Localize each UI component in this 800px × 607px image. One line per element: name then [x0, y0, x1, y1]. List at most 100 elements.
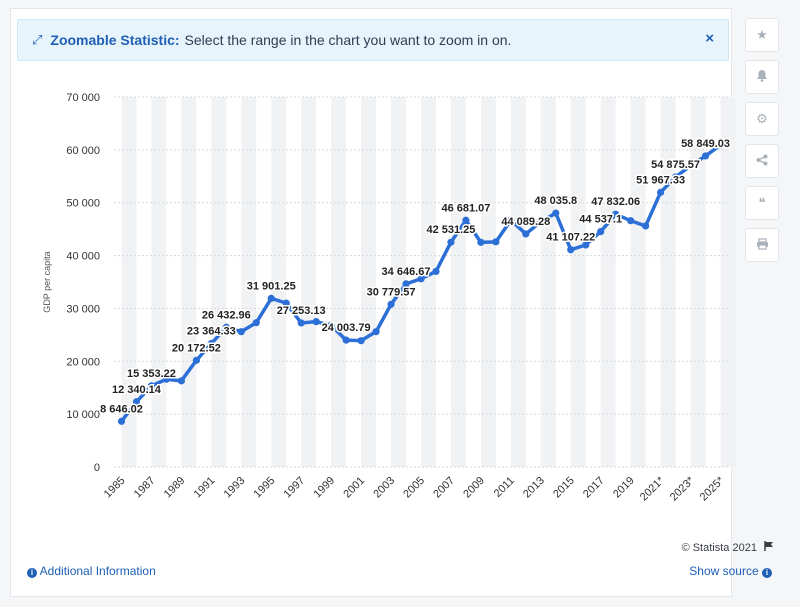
x-tick-label: 1991	[192, 475, 218, 501]
data-label: 27 253.13	[277, 305, 326, 317]
data-point	[522, 230, 530, 238]
data-label: 46 681.07	[441, 202, 490, 214]
notification-button[interactable]	[745, 60, 779, 94]
data-point	[657, 188, 665, 196]
column-band	[151, 97, 167, 467]
x-tick-label: 1999	[311, 475, 337, 501]
banner-title: Zoomable Statistic:	[50, 32, 180, 48]
settings-gear-icon: ⚙	[756, 111, 768, 126]
data-label: 42 531.25	[426, 224, 475, 236]
y-tick-label: 20 000	[66, 356, 100, 368]
data-point	[357, 337, 365, 345]
flag-icon	[764, 541, 774, 554]
column-band	[361, 97, 377, 467]
y-tick-label: 0	[94, 462, 100, 474]
data-point	[492, 238, 500, 246]
column-band	[271, 97, 287, 467]
favorite-button[interactable]: ★	[745, 18, 779, 52]
x-tick-label: 1995	[252, 475, 278, 501]
data-label: 20 172.52	[172, 342, 221, 354]
data-point	[567, 246, 575, 254]
credit-text: © Statista 2021	[681, 542, 757, 554]
data-point	[716, 141, 725, 149]
x-tick-label: 2019	[611, 475, 637, 501]
data-point	[117, 417, 126, 425]
x-tick-label: 2007	[431, 475, 457, 501]
x-tick-label: 2017	[581, 475, 607, 501]
column-band	[121, 97, 137, 467]
column-band	[421, 97, 436, 467]
data-label: 44 537.1	[579, 214, 622, 226]
favorite-star-icon: ★	[756, 27, 768, 42]
x-axis-ticks: 1985 1987 1989 1991 1993 1995 1997 1999 2001 2003…	[102, 474, 727, 503]
copyright-credit: © Statista 2021	[682, 541, 774, 554]
column-band	[241, 97, 257, 467]
column-band	[660, 97, 676, 467]
y-tick-label: 10 000	[66, 409, 100, 421]
share-icon	[756, 154, 768, 169]
data-label: 31 901.25	[247, 280, 296, 292]
data-point	[701, 152, 710, 160]
y-tick-label: 40 000	[66, 251, 100, 263]
data-label: 23 364.33	[187, 326, 236, 338]
column-band	[510, 97, 526, 467]
x-tick-label: 2013	[521, 475, 547, 501]
zoom-banner: ⤢ Zoomable Statistic: Select the range i…	[17, 19, 729, 61]
data-point	[432, 267, 440, 276]
cite-quote-icon: ❝	[758, 195, 766, 210]
gdp-line-chart[interactable]: 0 10 000 20 000 30 000 40 000 50 000 60 000 70 …	[0, 0, 740, 540]
data-label: 15 353.22	[127, 368, 176, 380]
x-tick-label: 2025*	[698, 474, 727, 503]
data-label: 24 003.79	[322, 322, 371, 334]
data-point	[282, 299, 290, 307]
x-tick-label: 2003	[371, 475, 397, 501]
y-tick-label: 30 000	[66, 303, 100, 315]
data-point	[192, 356, 200, 364]
data-label: 47 832.06	[591, 196, 640, 208]
data-label: 48 035.8	[534, 195, 577, 207]
column-bands	[121, 97, 736, 467]
x-tick-label: 2023*	[668, 474, 697, 503]
x-tick-label: 2001	[341, 475, 367, 501]
x-tick-label: 2011	[492, 475, 517, 500]
share-button[interactable]	[745, 144, 779, 178]
banner-text: Select the range in the chart you want t…	[184, 32, 512, 48]
column-band	[480, 97, 496, 467]
column-band	[690, 97, 706, 467]
data-point	[447, 238, 455, 246]
data-point	[462, 216, 470, 224]
data-point	[372, 328, 380, 336]
notification-bell-icon	[756, 69, 768, 85]
data-points[interactable]	[117, 141, 725, 425]
column-band	[570, 97, 586, 467]
data-label: 30 779.57	[367, 286, 416, 298]
print-button[interactable]	[745, 228, 779, 262]
data-point	[162, 375, 171, 383]
data-point	[132, 398, 141, 406]
data-point	[297, 319, 305, 327]
column-band	[331, 97, 347, 467]
additional-information-label: Additional Information	[39, 564, 156, 578]
show-source-link[interactable]: Show source i	[689, 564, 772, 578]
expand-arrows-icon: ⤢	[32, 32, 43, 47]
settings-button[interactable]: ⚙	[745, 102, 779, 136]
data-point	[312, 318, 320, 326]
data-point	[612, 210, 620, 218]
data-label: 12 340.14	[112, 384, 162, 396]
column-band	[391, 97, 407, 467]
data-label: 8 646.02	[100, 403, 143, 415]
data-point	[417, 275, 425, 283]
cite-button[interactable]: ❝	[745, 186, 779, 220]
data-point	[597, 227, 605, 236]
data-point	[642, 222, 650, 230]
y-axis-ticks: 0 10 000 20 000 30 000 40 000 50 000 60 000 70 …	[66, 92, 100, 474]
x-tick-label: 1993	[222, 475, 248, 501]
close-icon[interactable]: ×	[705, 30, 714, 47]
data-point	[582, 241, 590, 249]
data-point	[327, 321, 335, 329]
x-tick-label: 1989	[162, 475, 188, 501]
additional-information-link[interactable]: i Additional Information	[27, 564, 156, 578]
data-point	[177, 377, 185, 385]
column-band	[600, 97, 616, 467]
x-tick-label: 1997	[282, 475, 308, 501]
